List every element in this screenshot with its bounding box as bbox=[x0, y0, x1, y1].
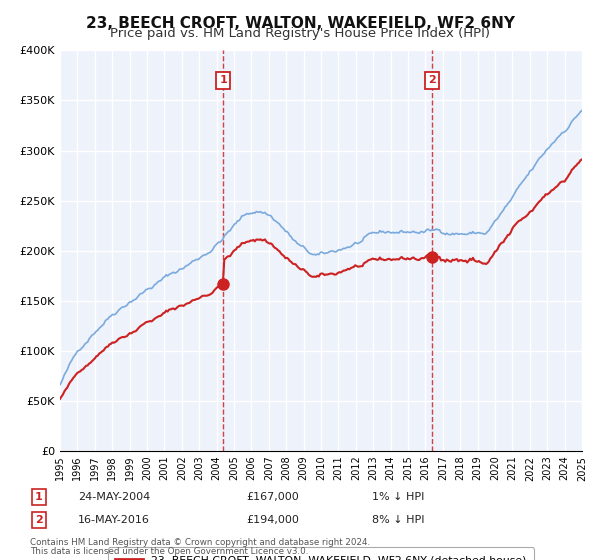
Legend: 23, BEECH CROFT, WALTON, WAKEFIELD, WF2 6NY (detached house), HPI: Average price: 23, BEECH CROFT, WALTON, WAKEFIELD, WF2 … bbox=[108, 548, 534, 560]
Text: This data is licensed under the Open Government Licence v3.0.: This data is licensed under the Open Gov… bbox=[30, 547, 308, 556]
Text: £167,000: £167,000 bbox=[246, 492, 299, 502]
Text: 2: 2 bbox=[35, 515, 43, 525]
Text: 8% ↓ HPI: 8% ↓ HPI bbox=[372, 515, 425, 525]
Text: 24-MAY-2004: 24-MAY-2004 bbox=[78, 492, 150, 502]
Text: 1: 1 bbox=[220, 76, 227, 86]
Text: £194,000: £194,000 bbox=[246, 515, 299, 525]
Text: 23, BEECH CROFT, WALTON, WAKEFIELD, WF2 6NY: 23, BEECH CROFT, WALTON, WAKEFIELD, WF2 … bbox=[86, 16, 515, 31]
Text: 2: 2 bbox=[428, 76, 436, 86]
Text: 1: 1 bbox=[35, 492, 43, 502]
Text: 16-MAY-2016: 16-MAY-2016 bbox=[78, 515, 150, 525]
Text: 1% ↓ HPI: 1% ↓ HPI bbox=[372, 492, 424, 502]
Text: Contains HM Land Registry data © Crown copyright and database right 2024.: Contains HM Land Registry data © Crown c… bbox=[30, 538, 370, 547]
Text: Price paid vs. HM Land Registry's House Price Index (HPI): Price paid vs. HM Land Registry's House … bbox=[110, 27, 490, 40]
